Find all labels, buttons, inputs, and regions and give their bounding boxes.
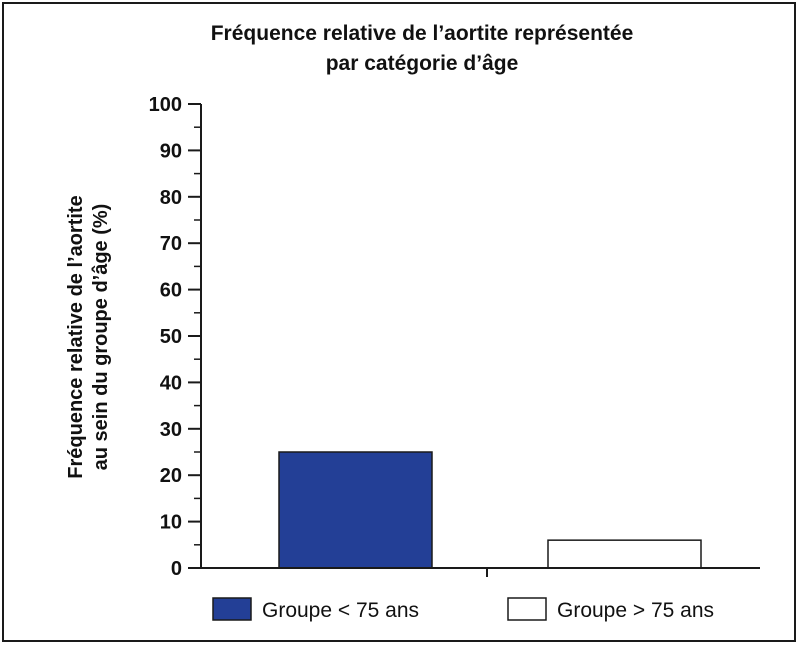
legend-swatch-over-75 <box>507 597 547 621</box>
bars <box>278 451 702 569</box>
y-tick-label: 80 <box>160 187 182 209</box>
y-tick-label: 70 <box>160 233 182 255</box>
y-tick-label: 20 <box>160 465 182 487</box>
legend-swatch-under-75 <box>212 597 252 621</box>
y-axis-ticks: 0 10 20 30 40 50 60 70 80 90 100 <box>149 94 201 580</box>
bar-over-75 <box>547 539 702 569</box>
y-tick-label: 90 <box>160 140 182 162</box>
legend-label-over-75: Groupe > 75 ans <box>557 599 714 622</box>
legend: Groupe < 75 ans Groupe > 75 ans <box>212 597 714 622</box>
y-axis-label-line-2: au sein du groupe d’âge (%) <box>90 204 112 471</box>
bar-under-75 <box>278 451 433 569</box>
chart-title-line-1: Fréquence relative de l’aortite représen… <box>211 22 634 45</box>
y-tick-label: 40 <box>160 372 182 394</box>
legend-label-under-75: Groupe < 75 ans <box>262 599 419 622</box>
y-tick-label: 60 <box>160 280 182 302</box>
y-tick-label: 30 <box>160 419 182 441</box>
chart-title-line-2: par catégorie d’âge <box>326 52 519 75</box>
y-axis-label-line-1: Fréquence relative de l’aortite <box>65 195 87 478</box>
y-tick-label: 100 <box>149 94 182 116</box>
y-tick-label: 50 <box>160 326 182 348</box>
y-tick-label: 0 <box>171 558 182 580</box>
y-tick-label: 10 <box>160 512 182 534</box>
